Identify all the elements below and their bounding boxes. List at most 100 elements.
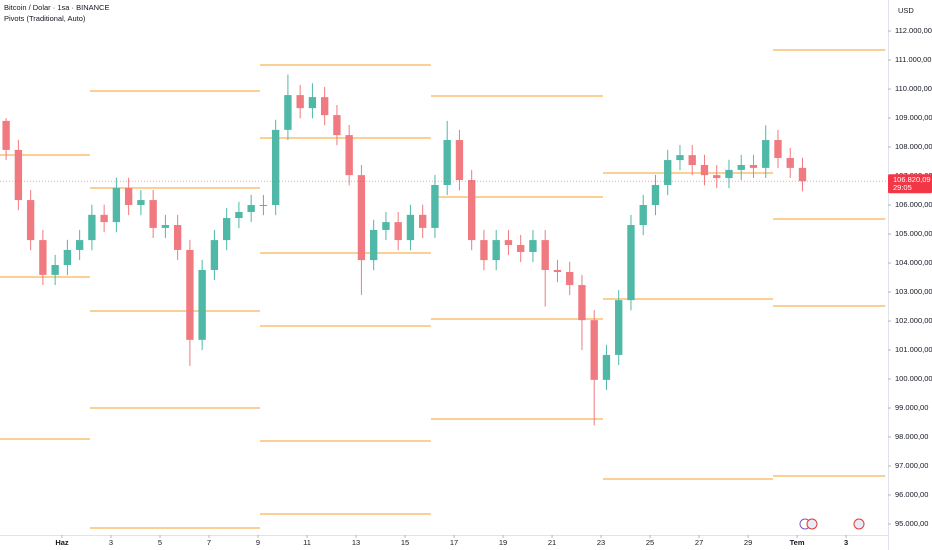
candle-body [161, 225, 170, 228]
candle-body [14, 149, 23, 201]
candle-body [382, 222, 390, 230]
candle-body [271, 129, 280, 206]
candle-body [455, 140, 464, 181]
candle-body [75, 240, 84, 250]
candle-body [541, 240, 549, 270]
y-tick-label: 95.000,00 [895, 519, 928, 528]
event-icon[interactable] [853, 518, 865, 530]
candle-body [798, 167, 807, 182]
y-tick-label: 102.000,00 [895, 316, 932, 325]
candle-body [357, 175, 366, 261]
chart-title: Bitcoin / Dolar · 1sa · BINANCE [4, 3, 109, 12]
candle-body [284, 95, 292, 130]
y-tick-label: 97.000,00 [895, 461, 928, 470]
candle-body [137, 200, 145, 206]
candle-body [492, 240, 500, 261]
candle-body [602, 354, 611, 380]
candle-body [406, 214, 415, 241]
candle-body [26, 200, 35, 241]
x-tick-label: 7 [207, 538, 211, 547]
candle-body [590, 320, 598, 380]
y-tick-label: 110.000,00 [895, 84, 932, 93]
candle-body [664, 160, 672, 185]
candle-body [247, 205, 255, 212]
y-tick-label: 99.000,00 [895, 403, 928, 412]
candle-body [100, 214, 108, 223]
x-tick-label: 25 [646, 538, 654, 547]
candle-body [63, 249, 72, 266]
currency-label[interactable]: USD [898, 6, 914, 15]
candle-body [578, 285, 586, 321]
candle-body [553, 269, 562, 272]
candle-body [443, 140, 451, 185]
y-tick-label: 109.000,00 [895, 113, 932, 122]
y-tick-label: 106.000,00 [895, 200, 932, 209]
candle-body [566, 271, 574, 286]
candle-body [774, 140, 782, 159]
y-tick-label: 104.000,00 [895, 258, 932, 267]
candle-body [259, 205, 268, 207]
y-tick-label: 111.000,00 [895, 55, 931, 64]
x-tick-label: 5 [158, 538, 162, 547]
candle-body [186, 249, 194, 340]
candle-body [39, 240, 47, 275]
candle-body [725, 169, 733, 179]
candle-body [688, 155, 696, 165]
candle-body [345, 135, 353, 176]
y-tick-label: 98.000,00 [895, 432, 928, 441]
candle-body [370, 229, 378, 261]
candle-body [124, 187, 133, 206]
candle-body [517, 245, 525, 252]
event-icon[interactable] [806, 518, 818, 530]
candle-body [700, 164, 709, 176]
last-price-box [888, 174, 932, 194]
candle-body [504, 240, 513, 246]
candle-body [480, 240, 488, 261]
candle-body [468, 180, 476, 241]
candle-body [210, 240, 219, 270]
candle-body [431, 184, 439, 228]
candle-body [737, 164, 745, 170]
candle-body [51, 265, 59, 275]
candle-body [676, 155, 684, 161]
candle-body [296, 95, 304, 109]
y-tick-label: 112.000,00 [895, 26, 932, 35]
candle-body [320, 97, 329, 116]
candle-body [222, 218, 231, 241]
candle-body [713, 175, 721, 179]
candle-body [235, 211, 243, 219]
candle-body [88, 214, 96, 241]
x-tick-label: Tem [790, 538, 805, 547]
candle-body [786, 158, 794, 168]
candle-body [2, 120, 10, 150]
candle-body [112, 187, 121, 223]
x-tick-label: 21 [548, 538, 556, 547]
x-tick-label: 23 [597, 538, 605, 547]
countdown-label: 29:05 [893, 183, 912, 192]
x-tick-label: 3 [109, 538, 113, 547]
y-tick-label: 108.000,00 [895, 142, 932, 151]
candle-body [308, 97, 317, 109]
candle-body [762, 140, 770, 168]
candle-body [173, 225, 182, 250]
x-tick-label: 9 [256, 538, 260, 547]
y-tick-label: 105.000,00 [895, 229, 932, 238]
x-tick-label: 3 [844, 538, 848, 547]
x-tick-label: Haz [55, 538, 69, 547]
candle-body [627, 225, 635, 301]
y-tick-label: 101.000,00 [895, 345, 932, 354]
y-tick-label: 103.000,00 [895, 287, 932, 296]
candle-body [419, 214, 427, 228]
x-tick-label: 29 [744, 538, 752, 547]
candle-body [749, 164, 758, 168]
last-price-label: 106.820,09 [893, 175, 931, 184]
event-icons[interactable] [799, 518, 865, 530]
x-tick-label: 13 [352, 538, 360, 547]
candles [2, 74, 807, 426]
candle-body [149, 200, 157, 228]
y-tick-label: 96.000,00 [895, 490, 928, 499]
x-tick-label: 27 [695, 538, 703, 547]
candle-body [394, 222, 402, 241]
